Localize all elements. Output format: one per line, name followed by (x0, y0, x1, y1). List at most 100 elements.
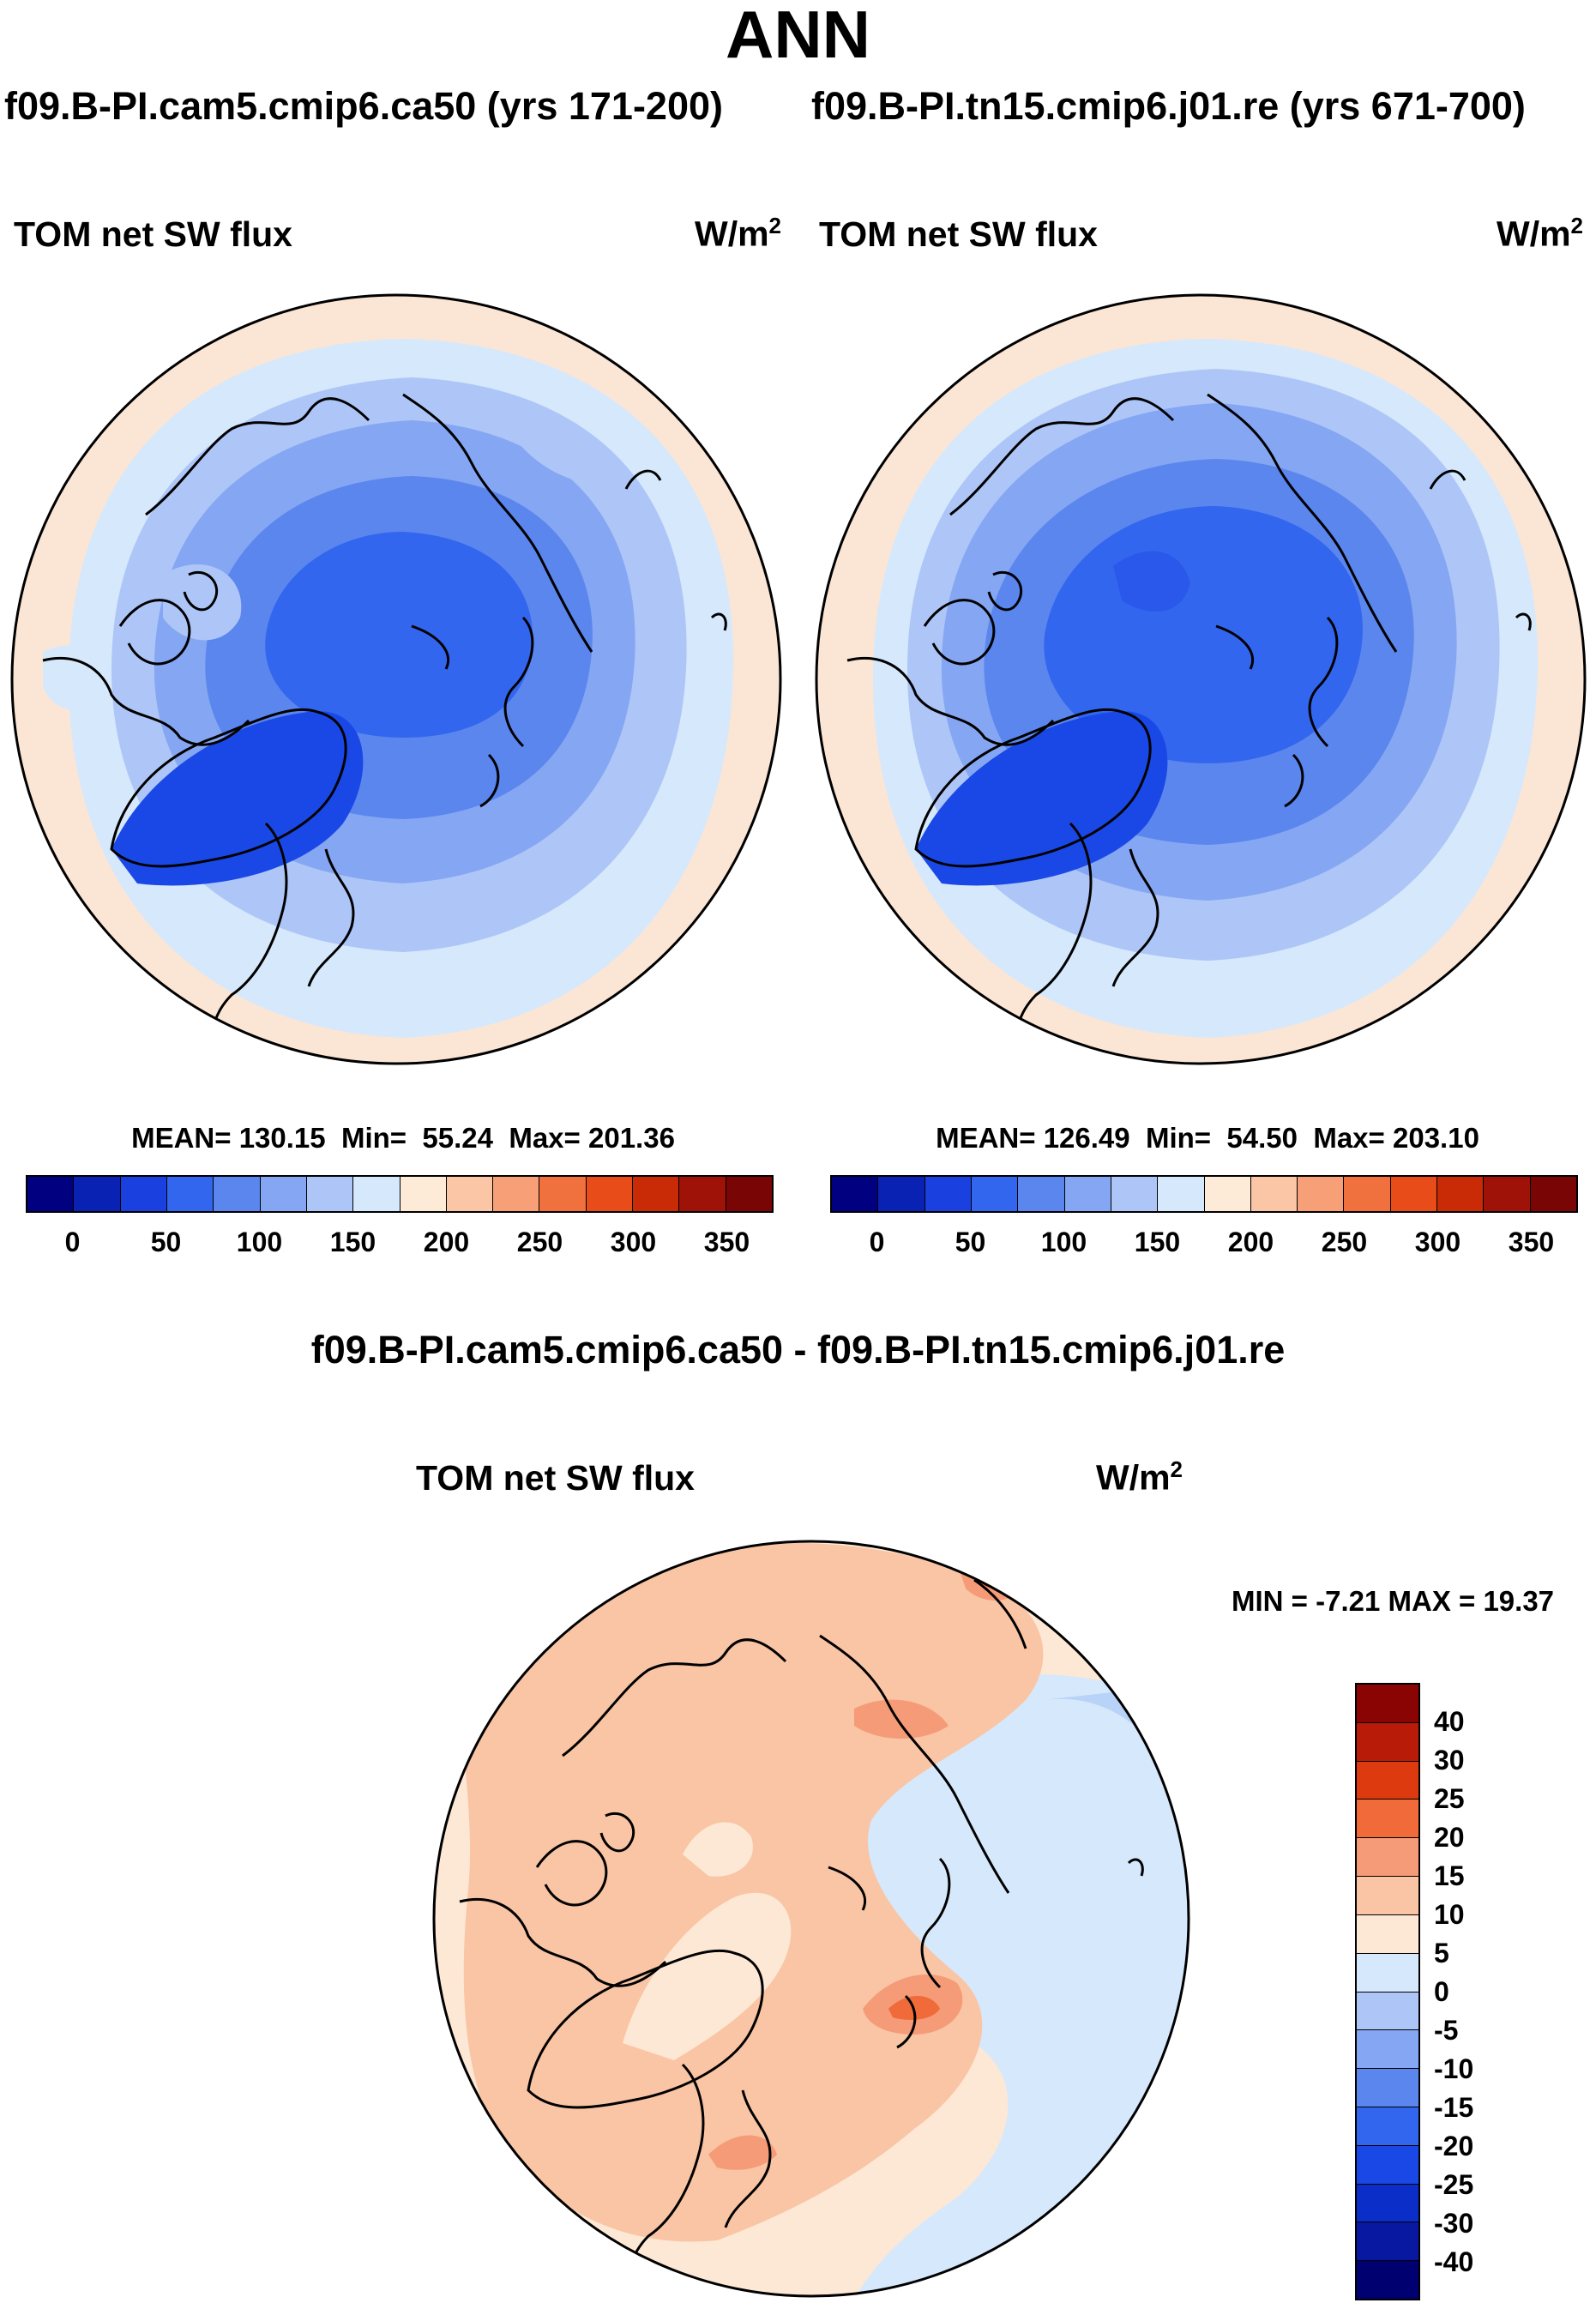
diff-colorbar-tick-label: -25 (1434, 2169, 1474, 2200)
left-units: W/m2 (695, 213, 781, 255)
right-mean-label: MEAN= (936, 1122, 1036, 1154)
colorbar-swatch (586, 1177, 634, 1211)
colorbar-swatch (924, 1177, 972, 1211)
right-min-label: Min= (1145, 1122, 1212, 1154)
difference-polar-map (432, 1540, 1190, 2298)
diff-max-value: 19.37 (1483, 1585, 1555, 1617)
colorbar-swatch (1344, 1177, 1391, 1211)
left-min-label: Min= (340, 1122, 407, 1154)
colorbar-swatch (446, 1177, 494, 1211)
left-max-label: Max= (509, 1122, 581, 1154)
colorbar-swatch (214, 1177, 261, 1211)
left-min-value: 55.24 (422, 1122, 493, 1154)
right-units-base: W/m (1497, 214, 1571, 254)
diff-colorbar-swatch (1357, 2261, 1418, 2299)
right-max-label: Max= (1313, 1122, 1385, 1154)
diff-colorbar-swatch (1357, 1722, 1418, 1762)
diff-colorbar-tick-label: 5 (1434, 1938, 1449, 1968)
diff-colorbar-tick-label: -40 (1434, 2246, 1474, 2277)
diff-units-exp: 2 (1170, 1456, 1183, 1482)
colorbar-swatch (1437, 1177, 1485, 1211)
colorbar-swatch (27, 1177, 75, 1211)
diff-colorbar-swatch (1357, 2107, 1418, 2146)
figure-title: ANN (726, 0, 870, 72)
colorbar-swatch (633, 1177, 680, 1211)
colorbar-tick-label: 0 (869, 1227, 885, 1257)
colorbar-tick-label: 350 (1508, 1227, 1555, 1257)
right-colorbar (830, 1175, 1578, 1213)
colorbar-swatch (353, 1177, 401, 1211)
left-variable-label: TOM net SW flux (14, 214, 292, 254)
colorbar-tick-label: 100 (236, 1227, 283, 1257)
diff-variable-label: TOM net SW flux (416, 1458, 695, 1498)
left-units-exp: 2 (768, 213, 782, 238)
colorbar-swatch (878, 1177, 925, 1211)
diff-colorbar-swatch (1357, 2222, 1418, 2262)
diff-colorbar-swatch (1357, 2184, 1418, 2223)
diff-colorbar-tick-label: 30 (1434, 1745, 1465, 1775)
diff-units-base: W/m (1096, 1457, 1171, 1498)
colorbar-tick-label: 150 (329, 1227, 376, 1257)
right-polar-map (815, 293, 1587, 1065)
right-units-exp: 2 (1570, 213, 1584, 238)
right-colorbar-ticks: 0 50 100 150 200 250 300 350 (830, 1227, 1578, 1261)
diff-colorbar (1355, 1683, 1420, 2300)
colorbar-swatch (832, 1177, 879, 1211)
diff-colorbar-tick-label: -30 (1434, 2208, 1474, 2239)
right-min-value: 54.50 (1226, 1122, 1298, 1154)
diff-colorbar-swatch (1357, 2145, 1418, 2185)
right-case-title: f09.B-PI.tn15.cmip6.j01.re (yrs 671-700) (811, 84, 1526, 128)
diff-colorbar-swatch (1357, 1914, 1418, 1954)
right-mean-value: 126.49 (1043, 1122, 1130, 1154)
colorbar-swatch (1204, 1177, 1251, 1211)
diff-minmax: MIN = -7.21 MAX = 19.37 (1232, 1585, 1554, 1618)
colorbar-swatch (400, 1177, 447, 1211)
left-mean-value: 130.15 (238, 1122, 326, 1154)
colorbar-swatch (1530, 1177, 1576, 1211)
colorbar-swatch (1064, 1177, 1111, 1211)
diff-colorbar-swatch (1357, 1953, 1418, 1992)
diff-colorbar-swatch (1357, 1685, 1418, 1723)
diff-colorbar-swatch (1357, 2030, 1418, 2070)
diff-colorbar-tick-label: 40 (1434, 1706, 1465, 1737)
colorbar-swatch (1158, 1177, 1205, 1211)
colorbar-tick-label: 150 (1134, 1227, 1181, 1257)
colorbar-tick-label: 200 (1227, 1227, 1274, 1257)
colorbar-swatch (1111, 1177, 1159, 1211)
colorbar-swatch (726, 1177, 772, 1211)
diff-colorbar-swatch (1357, 1992, 1418, 2031)
left-mean-label: MEAN= (131, 1122, 232, 1154)
colorbar-swatch (1018, 1177, 1065, 1211)
colorbar-swatch (74, 1177, 121, 1211)
colorbar-swatch (166, 1177, 214, 1211)
colorbar-tick-label: 200 (423, 1227, 470, 1257)
diff-max-label: MAX = (1388, 1585, 1476, 1617)
colorbar-tick-label: 100 (1040, 1227, 1087, 1257)
diff-colorbar-tick-label: 10 (1434, 1899, 1465, 1930)
left-colorbar-ticks: 0 50 100 150 200 250 300 350 (26, 1227, 774, 1261)
left-case-title: f09.B-PI.cam5.cmip6.ca50 (yrs 171-200) (4, 84, 723, 128)
left-polar-map (10, 293, 782, 1065)
diff-colorbar-tick-label: 0 (1434, 1976, 1449, 2007)
colorbar-swatch (260, 1177, 307, 1211)
difference-title: f09.B-PI.cam5.cmip6.ca50 - f09.B-PI.tn15… (310, 1328, 1286, 1372)
diff-min-value: -7.21 (1316, 1585, 1381, 1617)
colorbar-tick-label: 350 (703, 1227, 750, 1257)
diff-colorbar-swatch (1357, 2069, 1418, 2107)
colorbar-tick-label: 250 (516, 1227, 563, 1257)
colorbar-swatch (1250, 1177, 1298, 1211)
colorbar-tick-label: 250 (1321, 1227, 1368, 1257)
colorbar-swatch (1390, 1177, 1438, 1211)
colorbar-tick-label: 300 (1414, 1227, 1461, 1257)
colorbar-tick-label: 50 (150, 1227, 182, 1257)
colorbar-tick-label: 300 (610, 1227, 657, 1257)
diff-colorbar-tick-label: -15 (1434, 2092, 1474, 2123)
colorbar-tick-label: 50 (955, 1227, 986, 1257)
diff-colorbar-tick-label: -5 (1434, 2015, 1459, 2046)
diff-colorbar-swatch (1357, 1838, 1418, 1878)
right-stats: MEAN= 126.49 Min= 54.50 Max= 203.10 (830, 1122, 1585, 1154)
diff-colorbar-tick-label: 20 (1434, 1822, 1465, 1853)
colorbar-swatch (120, 1177, 167, 1211)
left-max-value: 201.36 (587, 1122, 675, 1154)
diff-min-label: MIN = (1232, 1585, 1308, 1617)
